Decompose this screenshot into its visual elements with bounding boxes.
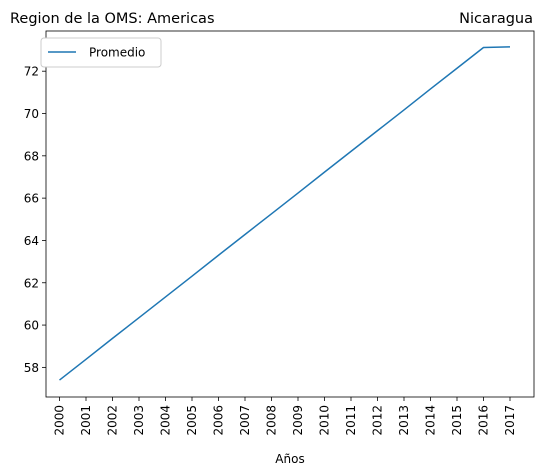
- plot-frame: [45, 30, 535, 398]
- x-tick-label: 2015: [450, 405, 464, 436]
- x-tick-label: 2006: [212, 405, 226, 436]
- x-tick-label: 2001: [79, 405, 93, 436]
- x-tick-label: 2012: [371, 405, 385, 436]
- y-tick-label: 70: [24, 107, 39, 121]
- x-tick-label: 2017: [503, 405, 517, 436]
- x-tick-label: 2004: [159, 405, 173, 436]
- series-group: [59, 46, 511, 381]
- legend-label: Promedio: [89, 46, 145, 60]
- x-tick-label: 2005: [185, 405, 199, 436]
- y-tick-label: 72: [24, 65, 39, 79]
- x-tick-label: 2000: [53, 405, 67, 436]
- x-tick-label: 2010: [318, 405, 332, 436]
- y-tick-label: 62: [24, 276, 39, 290]
- legend: Promedio: [40, 37, 162, 68]
- y-tick-label: 64: [24, 234, 39, 248]
- x-tick-label: 2002: [106, 405, 120, 436]
- x-tick-label: 2008: [265, 405, 279, 436]
- y-tick-label: 68: [24, 149, 39, 163]
- chart-title-right: Nicaragua: [459, 11, 533, 27]
- y-tick-label: 60: [24, 319, 39, 333]
- legend-box: [40, 37, 162, 68]
- x-axis-label: Años: [275, 452, 304, 466]
- x-tick-label: 2007: [238, 405, 252, 436]
- series-line-promedio: [59, 46, 511, 381]
- x-tick-label: 2013: [397, 405, 411, 436]
- x-tick-label: 2016: [477, 405, 491, 436]
- chart-title-left: Region de la OMS: Americas: [10, 11, 215, 27]
- y-tick-label: 66: [24, 192, 39, 206]
- x-tick-label: 2011: [344, 405, 358, 436]
- x-tick-label: 2003: [132, 405, 146, 436]
- y-tick-label: 58: [24, 361, 39, 375]
- x-tick-label: 2009: [291, 405, 305, 436]
- x-tick-label: 2014: [424, 405, 438, 436]
- axis-ticks: 58 60 62 64 66 68 70 72 2000 2001 2002 2003 2004 2005…: [24, 65, 517, 436]
